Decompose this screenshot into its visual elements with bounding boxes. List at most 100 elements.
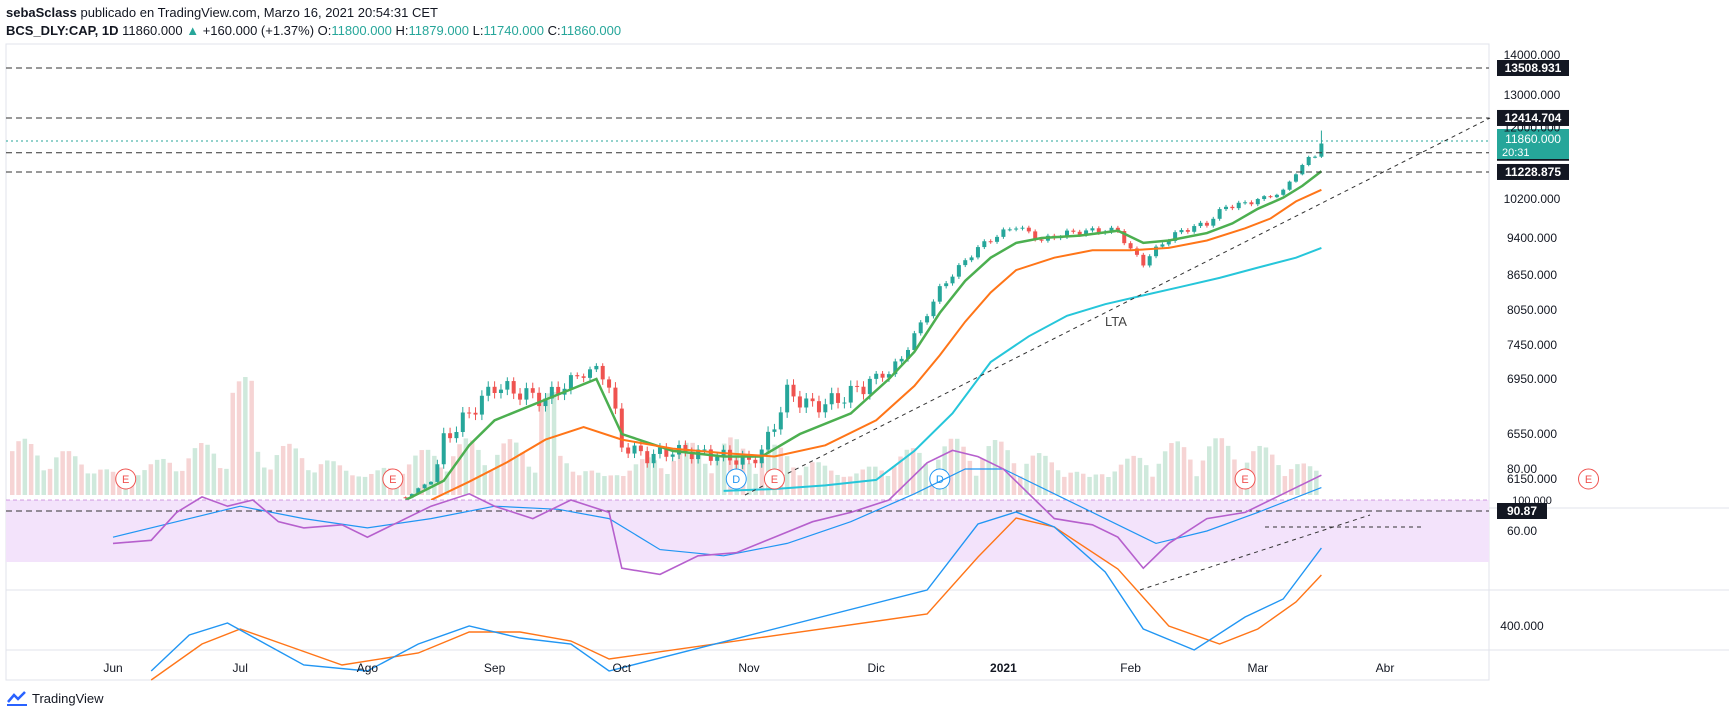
volume-bar bbox=[791, 467, 796, 495]
volume-bar bbox=[816, 462, 821, 495]
volume-bar bbox=[784, 456, 790, 495]
price-change: +160.000 (+1.37%) bbox=[202, 23, 315, 38]
candle-body bbox=[1274, 194, 1279, 198]
volume-bar bbox=[369, 473, 374, 495]
candle-body bbox=[944, 283, 949, 287]
candle-body bbox=[1243, 202, 1248, 204]
price-line-label-bg bbox=[1497, 60, 1569, 77]
volume-bar bbox=[199, 442, 204, 495]
candle-body bbox=[1313, 156, 1318, 158]
volume-bar bbox=[614, 475, 620, 495]
candle-body bbox=[689, 451, 694, 460]
candle-body bbox=[1147, 256, 1152, 266]
volume-bar bbox=[224, 468, 229, 495]
candle-body bbox=[581, 376, 586, 378]
candle-body bbox=[1198, 222, 1203, 227]
volume-bar bbox=[847, 476, 853, 495]
candle-body bbox=[1300, 165, 1305, 175]
volume-bar bbox=[690, 442, 695, 495]
candle-body bbox=[1115, 227, 1120, 232]
volume-bar bbox=[992, 440, 998, 495]
candle-body bbox=[816, 401, 821, 413]
open-value: 11800.000 bbox=[331, 23, 392, 38]
candle-body bbox=[492, 386, 497, 394]
candle-body bbox=[1217, 209, 1222, 219]
volume-bar bbox=[583, 471, 588, 495]
volume-bar bbox=[709, 473, 714, 495]
candle-body bbox=[906, 349, 910, 359]
candle-body bbox=[785, 384, 790, 413]
candle-body bbox=[861, 386, 866, 395]
volume-bar bbox=[406, 464, 412, 495]
volume-bar bbox=[589, 470, 595, 495]
price-chart[interactable]: LTA13508.93112414.70411823.37111228.8751… bbox=[0, 0, 1729, 690]
event-marker-letter: E bbox=[1585, 474, 1592, 486]
publish-line: sebaSclass publicado en TradingView.com,… bbox=[6, 4, 621, 22]
candle-body bbox=[632, 445, 637, 454]
volume-bar bbox=[898, 456, 903, 495]
candle-body bbox=[1173, 232, 1178, 241]
candle-body bbox=[778, 412, 783, 430]
candle-body bbox=[1236, 202, 1241, 209]
rsi-level-label: 90.87 bbox=[1507, 504, 1537, 518]
price-line-label-bg bbox=[1497, 163, 1569, 180]
volume-bar bbox=[1162, 451, 1168, 495]
time-axis-label: Dic bbox=[868, 661, 885, 675]
volume-bar bbox=[495, 454, 500, 495]
volume-bar bbox=[1030, 455, 1036, 495]
candle-body bbox=[1224, 206, 1228, 210]
volume-bar bbox=[236, 381, 242, 495]
brand-name[interactable]: TradingView bbox=[32, 690, 104, 706]
symbol-label[interactable]: BCS_DLY:CAP, 1D bbox=[6, 23, 119, 38]
volume-bar bbox=[1282, 476, 1288, 495]
volume-bar bbox=[192, 448, 198, 495]
footer: TradingView bbox=[6, 690, 104, 706]
candle-body bbox=[1007, 229, 1012, 231]
volume-bar bbox=[551, 391, 557, 495]
price-tick-label: 7450.000 bbox=[1507, 338, 1557, 352]
candle-body bbox=[613, 387, 618, 409]
volume-bar bbox=[721, 443, 727, 495]
volume-bar bbox=[1099, 474, 1105, 495]
volume-bar bbox=[973, 475, 979, 495]
volume-bar bbox=[1087, 476, 1092, 495]
candle-body bbox=[823, 404, 828, 413]
volume-bar bbox=[1213, 438, 1218, 495]
candle-body bbox=[1204, 222, 1209, 226]
volume-bar bbox=[1144, 465, 1149, 495]
volume-bar bbox=[608, 475, 613, 495]
author-name[interactable]: sebaSclass bbox=[6, 5, 77, 20]
volume-bar bbox=[747, 463, 752, 495]
volume-bar bbox=[514, 442, 519, 495]
candle-body bbox=[886, 374, 891, 378]
volume-bar bbox=[73, 456, 78, 495]
volume-bar bbox=[1232, 459, 1237, 495]
rsi-tick-label: 80.00 bbox=[1507, 462, 1537, 476]
candle-body bbox=[937, 286, 942, 302]
volume-bar bbox=[520, 452, 525, 495]
volume-bar bbox=[1207, 446, 1212, 495]
candle-body bbox=[607, 379, 612, 388]
candle-body bbox=[734, 460, 739, 465]
chart-header: sebaSclass publicado en TradingView.com,… bbox=[6, 4, 621, 40]
volume-bar bbox=[451, 456, 456, 495]
volume-bar bbox=[293, 448, 298, 495]
event-marker bbox=[1234, 468, 1256, 490]
candle-body bbox=[874, 373, 879, 379]
volume-bar bbox=[1112, 471, 1117, 495]
volume-bar bbox=[325, 460, 330, 495]
volume-bar bbox=[1295, 464, 1300, 495]
event-marker bbox=[725, 468, 747, 490]
candle-body bbox=[556, 386, 561, 395]
volume-bar bbox=[1314, 470, 1319, 495]
volume-bar bbox=[526, 466, 532, 495]
volume-bar bbox=[810, 462, 815, 495]
candle-body bbox=[1154, 246, 1159, 257]
candle-body bbox=[486, 386, 491, 396]
candle-body bbox=[1192, 226, 1197, 232]
candle-body bbox=[454, 431, 459, 439]
volume-bar bbox=[98, 469, 103, 495]
volume-bar bbox=[211, 453, 217, 495]
volume-bar bbox=[961, 446, 966, 495]
volume-bar bbox=[854, 473, 859, 495]
